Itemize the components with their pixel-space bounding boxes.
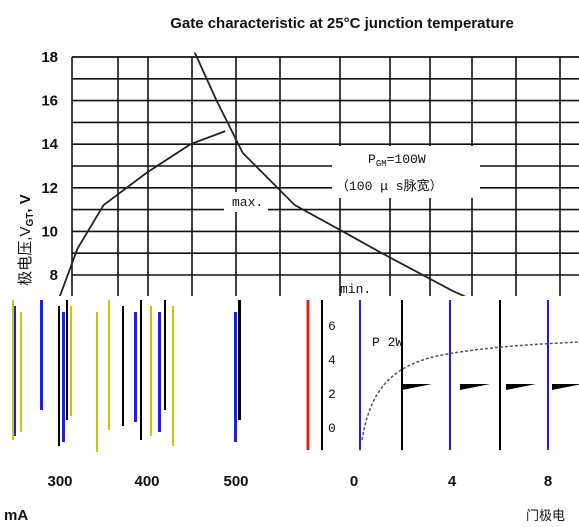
inset-wedge-2 [506,384,536,390]
inset-y-tick-6: 6 [328,319,336,334]
x-axis-label-right: 门极电 [526,509,565,524]
glitch-stripe-16 [172,306,174,446]
glitch-stripe-13 [150,306,152,436]
inset-y-tick-2: 2 [328,387,336,402]
inset-plot: 6 4 2 0 [306,300,579,450]
min-label: min. [340,282,371,297]
glitch-stripe-17 [234,312,237,442]
pulse-width-annotation: （100 μ s脉宽） [336,178,443,194]
inset-wedge-3 [552,384,579,390]
y-tick-16: 16 [41,93,58,110]
x-tick-left-300: 300 [47,473,72,490]
glitch-stripe-9 [108,300,110,430]
x-tick-right-4: 4 [448,473,457,490]
glitch-stripe-11 [134,312,137,422]
y-tick-10: 10 [41,223,58,240]
y-axis-label: 极电压,VGT, V [17,194,36,285]
glitch-stripe-14 [158,312,161,432]
y-tick-12: 12 [41,180,58,197]
y-tick-14: 14 [41,136,58,153]
x-tick-left-500: 500 [223,473,248,490]
glitch-stripe-15 [164,300,166,410]
glitch-stripe-3 [40,300,43,410]
glitch-stripe-7 [70,306,72,416]
glitch-stripe-8 [96,312,98,452]
upper-grid [71,56,579,296]
chart-title: Gate characteristic at 25°C junction tem… [170,15,514,32]
inset-label: P 2W [372,335,403,350]
max-label-bg [224,192,268,212]
glitch-stripe-6 [66,300,68,420]
x-axis-label-left: mA [4,507,28,524]
glitch-stripe-1 [14,306,16,436]
glitch-stripe-10 [122,306,124,426]
pgm-annotation: PGM=100W [368,152,426,169]
x-tick-right-8: 8 [544,473,552,490]
max-label: max. [232,195,263,210]
curves [54,52,505,316]
inset-y-tick-4: 4 [328,353,336,368]
glitch-stripe-2 [20,312,22,432]
series-1-line [193,52,505,316]
glitch-stripe-4 [58,306,60,446]
x-tick-left-400: 400 [134,473,159,490]
series-0-line [54,130,226,309]
inset-y-tick-0: 0 [328,421,336,436]
inset-wedge-0 [402,384,432,390]
x-tick-right-0: 0 [350,473,358,490]
y-tick-labels: 18 16 14 12 10 8 [41,49,58,284]
y-tick-18: 18 [41,49,58,66]
glitch-stripe-0 [12,300,14,440]
glitch-stripe-18 [238,300,241,420]
corrupted-lower-region [0,296,579,456]
x-tick-labels: 300 400 500 0 4 8 [47,473,552,490]
y-tick-8: 8 [50,267,58,284]
glitch-stripe-5 [62,312,65,442]
inset-wedge-1 [460,384,490,390]
pgm-label-bg [332,146,480,198]
glitch-bg [0,296,579,456]
glitch-stripe-12 [140,300,142,440]
